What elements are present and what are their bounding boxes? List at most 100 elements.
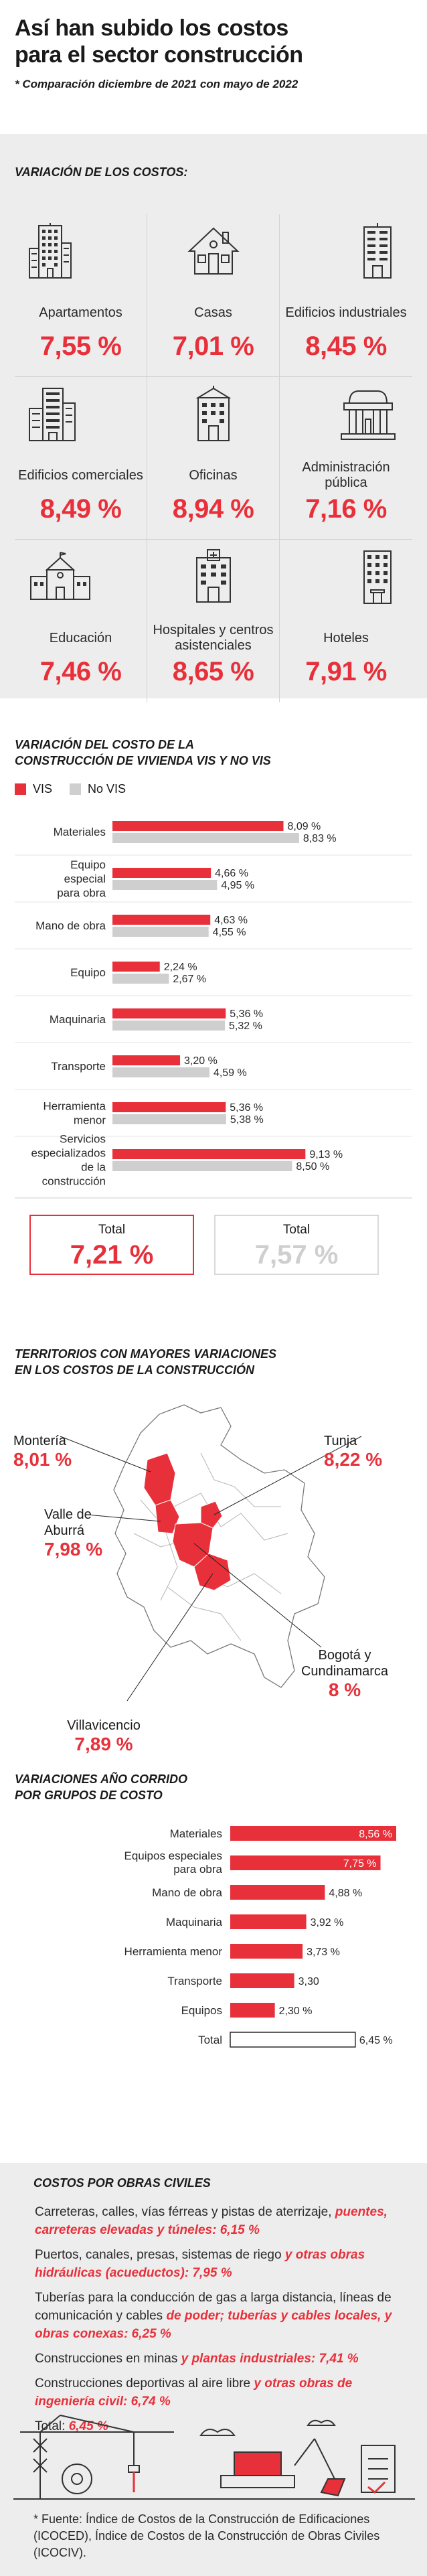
vis-category-label: Equipo especial para obra bbox=[57, 858, 106, 899]
year-chart-section: VARIACIONES AÑO CORRIDO POR GRUPOS DE CO… bbox=[15, 1771, 412, 2135]
city-name: Montería bbox=[13, 1434, 66, 1448]
legend-item-novis: No VIS bbox=[70, 782, 126, 796]
cost-variation-heading: VARIACIÓN DE LOS COSTOS: bbox=[15, 165, 188, 179]
vis-category-label: Equipo bbox=[70, 966, 106, 979]
grid-value: 7,55 % bbox=[39, 331, 122, 361]
legend-item-vis: VIS bbox=[15, 782, 52, 796]
grid-value: 7,46 % bbox=[39, 657, 122, 686]
year-bar-label: 2,30 % bbox=[279, 2005, 313, 2017]
year-bar-label: 7,75 % bbox=[343, 1858, 377, 1870]
novis-bar bbox=[112, 1114, 226, 1124]
total-novis-box: Total 7,57 % bbox=[214, 1215, 379, 1275]
vis-category-label-line: Mano de obra bbox=[35, 919, 106, 932]
vis-category-label: Herramienta menor bbox=[43, 1100, 106, 1127]
civil-entry: Construcciones deportivas al aire libre … bbox=[35, 2374, 410, 2411]
grid-cell-apartamentos: Apartamentos 7,55 % bbox=[15, 214, 147, 377]
vis-bar-chart-svg: Materiales 8,09 %8,83 % Equipo especial para… bbox=[15, 821, 412, 1199]
year-category-label: Total bbox=[198, 2034, 222, 2046]
city-name: Villavicencio bbox=[67, 1718, 141, 1733]
year-bar bbox=[230, 1973, 294, 1988]
grid-label: Oficinas bbox=[189, 467, 238, 483]
header: Así han subido los costos para el sector… bbox=[0, 0, 427, 103]
city-value: 8,01 % bbox=[13, 1449, 72, 1470]
vis-bar-label: 5,36 % bbox=[230, 1008, 263, 1020]
vis-category-label-line: para obra bbox=[57, 887, 106, 899]
grid-cell-hoteles: Hoteles 7,91 % bbox=[280, 540, 412, 702]
city-value: 7,98 % bbox=[44, 1539, 103, 1560]
civil-entry: Construcciones en minas y plantas indust… bbox=[35, 2350, 410, 2368]
civil-entry-highlight: de poder; tuberías y cables locales, y o… bbox=[35, 2309, 392, 2341]
source-footnote: * Fuente: Índice de Costos de la Constru… bbox=[33, 2512, 380, 2559]
industrial-building-icon bbox=[280, 221, 412, 281]
vis-bar bbox=[112, 1008, 226, 1018]
vis-totals: Total 7,21 % Total 7,57 % bbox=[15, 1215, 412, 1275]
year-category-label: Materiales bbox=[170, 1827, 222, 1840]
novis-bar bbox=[112, 974, 169, 984]
civil-entry: Total: 6,45 % bbox=[35, 2417, 410, 2435]
vis-chart-section: VARIACIÓN DEL COSTO DE LA CONSTRUCCIÓN D… bbox=[15, 737, 412, 1275]
city-value: 7,89 % bbox=[74, 1734, 133, 1754]
year-bar-label: 3,92 % bbox=[311, 1917, 344, 1928]
vis-category-label-line: de la bbox=[81, 1161, 106, 1174]
novis-bar bbox=[112, 1161, 292, 1171]
year-bar-label: 4,88 % bbox=[329, 1888, 362, 1899]
year-chart-heading: VARIACIONES AÑO CORRIDO POR GRUPOS DE CO… bbox=[15, 1771, 412, 1803]
vis-category-label-line: especial bbox=[64, 873, 106, 885]
vis-bar-label: 9,13 % bbox=[309, 1149, 343, 1160]
vis-category-label-line: Servicios bbox=[60, 1133, 106, 1146]
civil-works-heading: COSTOS POR OBRAS CIVILES bbox=[33, 2176, 211, 2190]
vis-category-label-line: especializados bbox=[31, 1147, 106, 1160]
novis-bar-label: 5,32 % bbox=[229, 1020, 262, 1032]
civil-entry: Carreteras, calles, vías férreas y pista… bbox=[35, 2203, 410, 2239]
year-bar-chart-svg: Materiales 8,56 % Equipos especiales para o… bbox=[124, 1826, 396, 2048]
vis-category-label: Maquinaria bbox=[50, 1013, 106, 1026]
year-category-label: Herramienta menor bbox=[124, 1945, 223, 1958]
year-bar-label: 3,73 % bbox=[307, 1947, 340, 1958]
vis-bar bbox=[112, 915, 211, 925]
civil-entry: Tuberías para la conducción de gas a lar… bbox=[35, 2289, 410, 2343]
legend-label-novis: No VIS bbox=[88, 782, 126, 795]
vis-legend: VIS No VIS bbox=[15, 782, 412, 796]
map-section: TERRITORIOS CON MAYORES VARIACIONES EN L… bbox=[0, 1346, 427, 1788]
civil-entry-text: Construcciones en minas bbox=[35, 2352, 181, 2366]
year-bar-label: 6,45 % bbox=[359, 2035, 393, 2046]
grid-value: 7,01 % bbox=[172, 331, 254, 361]
vis-category-label-line: menor bbox=[74, 1114, 106, 1127]
region-villavicencio bbox=[193, 1553, 232, 1591]
commercial-building-icon bbox=[15, 384, 147, 444]
cost-variation-panel: VARIACIÓN DE LOS COSTOS: bbox=[0, 134, 427, 702]
vis-bar-label: 3,20 % bbox=[184, 1055, 218, 1067]
grid-label: Educación bbox=[49, 630, 112, 646]
colombia-map bbox=[60, 1404, 362, 1701]
year-heading-line-2: POR GRUPOS DE COSTO bbox=[15, 1789, 163, 1802]
vis-bar bbox=[112, 1055, 181, 1065]
novis-bar-label: 8,83 % bbox=[303, 833, 337, 844]
region-tunja bbox=[200, 1501, 223, 1529]
novis-bar-label: 2,67 % bbox=[173, 974, 206, 985]
grid-label: Edificios industriales bbox=[285, 305, 407, 320]
year-category-label-line: Equipos especiales bbox=[124, 1849, 222, 1862]
grid-cell-edificios-comerciales: Edificios comerciales 8,49 % bbox=[15, 377, 147, 540]
vis-heading-line-2: CONSTRUCCIÓN DE VIVIENDA VIS Y NO VIS bbox=[15, 754, 271, 767]
vis-bar-chart: Materiales 8,09 % 8,83 % Equipo especial para… bbox=[15, 796, 412, 1208]
legend-label-vis: VIS bbox=[33, 782, 53, 795]
grid-label: Hoteles bbox=[323, 630, 369, 646]
title-line-2: para el sector construcción bbox=[15, 42, 303, 68]
vis-bar bbox=[112, 1102, 226, 1112]
grid-label: Apartamentos bbox=[39, 305, 122, 320]
grid-cell-oficinas: Oficinas 8,94 % bbox=[147, 377, 280, 540]
school-icon bbox=[15, 546, 147, 607]
grid-label: Administración pública bbox=[302, 460, 390, 490]
year-category-label-line: para obra bbox=[173, 1863, 222, 1876]
hospital-icon bbox=[147, 546, 279, 607]
vis-bar-label: 2,24 % bbox=[164, 962, 197, 973]
vis-bar-label: 8,09 % bbox=[287, 821, 321, 832]
house-icon bbox=[147, 221, 279, 281]
vis-bar bbox=[112, 868, 211, 878]
total-vis-box: Total 7,21 % bbox=[29, 1215, 194, 1275]
map-heading-line-1: TERRITORIOS CON MAYORES VARIACIONES bbox=[15, 1347, 277, 1361]
city-name: Tunja bbox=[324, 1434, 357, 1448]
city-value: 8,22 % bbox=[324, 1449, 383, 1470]
grid-label: Edificios comerciales bbox=[18, 467, 143, 483]
